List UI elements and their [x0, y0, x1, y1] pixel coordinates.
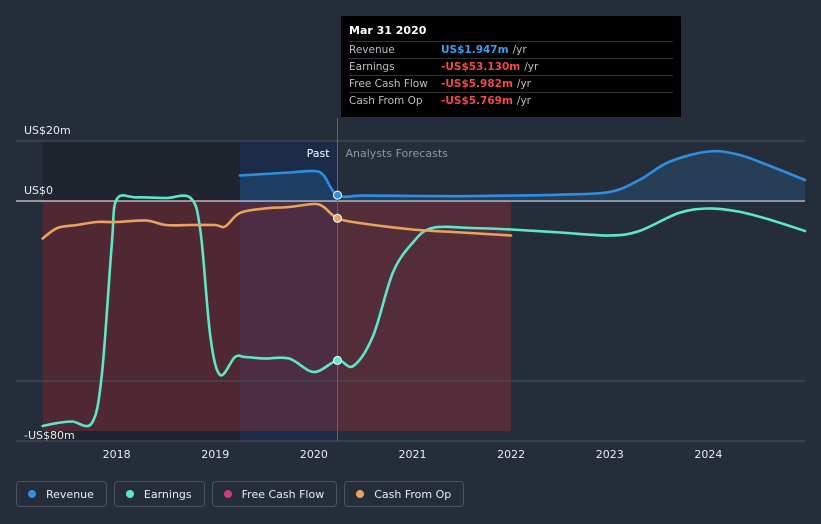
tooltip-row-value: US$1.947m: [441, 44, 509, 56]
legend-free-cash-flow-button[interactable]: Free Cash Flow: [211, 481, 338, 507]
cash-from-op-line: [41, 202, 513, 240]
earnings-marker: [333, 355, 343, 365]
tooltip-row: Cash From Op -US$5.769m/yr: [349, 92, 673, 109]
x-tick-label: 2022: [497, 448, 525, 461]
tooltip-row-label: Free Cash Flow: [349, 78, 428, 90]
tooltip-row: Free Cash Flow -US$5.982m/yr: [349, 75, 673, 92]
past-label: Past: [307, 147, 331, 160]
legend-label: Cash From Op: [374, 487, 452, 501]
x-tick-label: 2021: [398, 448, 426, 461]
y-tick-label: US$0: [24, 184, 54, 197]
tooltip-row-value: -US$53.130m: [441, 61, 521, 73]
tooltip-row-label: Earnings: [349, 61, 395, 73]
tooltip-row-unit: /yr: [512, 44, 527, 56]
tooltip-row-label: Cash From Op: [349, 95, 423, 107]
past-region-highlight: [239, 141, 338, 441]
tooltip-row-value: -US$5.982m: [441, 78, 513, 90]
x-tick-label: 2020: [300, 448, 328, 461]
legend: Revenue Earnings Free Cash Flow Cash From O…: [16, 481, 465, 507]
legend-label: Free Cash Flow: [241, 487, 325, 501]
gridlines: [16, 140, 805, 442]
forecast-label: Analysts Forecasts: [346, 147, 449, 160]
revenue-marker: [333, 190, 343, 200]
tooltip: Mar 31 2020 Revenue US$1.947m/yr Earnings -…: [341, 16, 681, 117]
x-tick-label: 2019: [201, 448, 229, 461]
legend-revenue-button[interactable]: Revenue: [16, 481, 107, 507]
legend-label: Revenue: [46, 487, 94, 501]
legend-dot-icon: [28, 490, 36, 498]
tooltip-row-unit: /yr: [524, 61, 539, 73]
earnings-fill-region: [42, 201, 512, 431]
x-tick-label: 2023: [596, 448, 624, 461]
tooltip-row: Revenue US$1.947m/yr: [349, 41, 673, 58]
legend-dot-icon: [223, 490, 232, 498]
revenue-line: [238, 149, 807, 199]
tooltip-row-unit: /yr: [516, 95, 531, 107]
revenue-area: [239, 151, 805, 201]
tooltip-row-label: Revenue: [349, 44, 395, 56]
legend-cash-from-op-button[interactable]: Cash From Op: [344, 481, 465, 507]
legend-dot-icon: [356, 490, 365, 498]
x-tick-label: 2024: [694, 448, 722, 461]
legend-earnings-button[interactable]: Earnings: [113, 481, 205, 507]
x-tick-label: 2018: [103, 448, 131, 461]
y-tick-label: -US$80m: [24, 429, 75, 442]
tooltip-row-unit: /yr: [516, 78, 531, 90]
tooltip-date: Mar 31 2020: [349, 24, 427, 37]
y-tick-label: US$20m: [24, 124, 71, 137]
earnings-line: [41, 194, 807, 428]
legend-dot-icon: [125, 490, 134, 498]
cash-from-op-marker: [333, 213, 343, 223]
tooltip-row: Earnings -US$53.130m/yr: [349, 58, 673, 75]
legend-label: Earnings: [143, 487, 192, 501]
tooltip-row-value: -US$5.769m: [441, 95, 513, 107]
